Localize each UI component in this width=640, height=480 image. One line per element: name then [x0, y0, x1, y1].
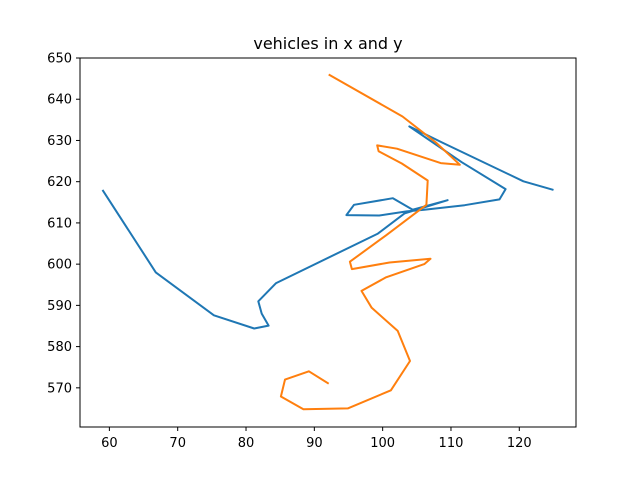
series-line-1 — [101, 125, 554, 330]
x-tick-label: 80 — [238, 436, 255, 451]
x-tick-label: 100 — [370, 436, 395, 451]
y-tick-label: 610 — [47, 216, 72, 231]
x-axis: 60 70 80 90 100 110 120 — [101, 427, 532, 451]
y-tick-label: 620 — [47, 175, 72, 190]
y-axis: 570 580 590 600 610 620 630 640 650 — [47, 52, 80, 396]
series-line-2 — [279, 73, 461, 411]
plot-area — [101, 73, 554, 411]
x-tick-label: 60 — [101, 436, 118, 451]
x-tick-label: 90 — [306, 436, 323, 451]
x-tick-label: 70 — [169, 436, 186, 451]
x-tick-label: 110 — [439, 436, 464, 451]
y-tick-label: 580 — [47, 340, 72, 355]
plot-frame — [79, 57, 577, 428]
y-tick-label: 600 — [47, 258, 72, 273]
y-tick-label: 640 — [47, 93, 72, 108]
x-tick-label: 120 — [507, 436, 532, 451]
y-tick-label: 570 — [47, 381, 72, 396]
y-tick-label: 650 — [47, 52, 72, 67]
chart-title: vehicles in x and y — [253, 34, 402, 53]
y-tick-label: 630 — [47, 134, 72, 149]
y-tick-label: 590 — [47, 299, 72, 314]
